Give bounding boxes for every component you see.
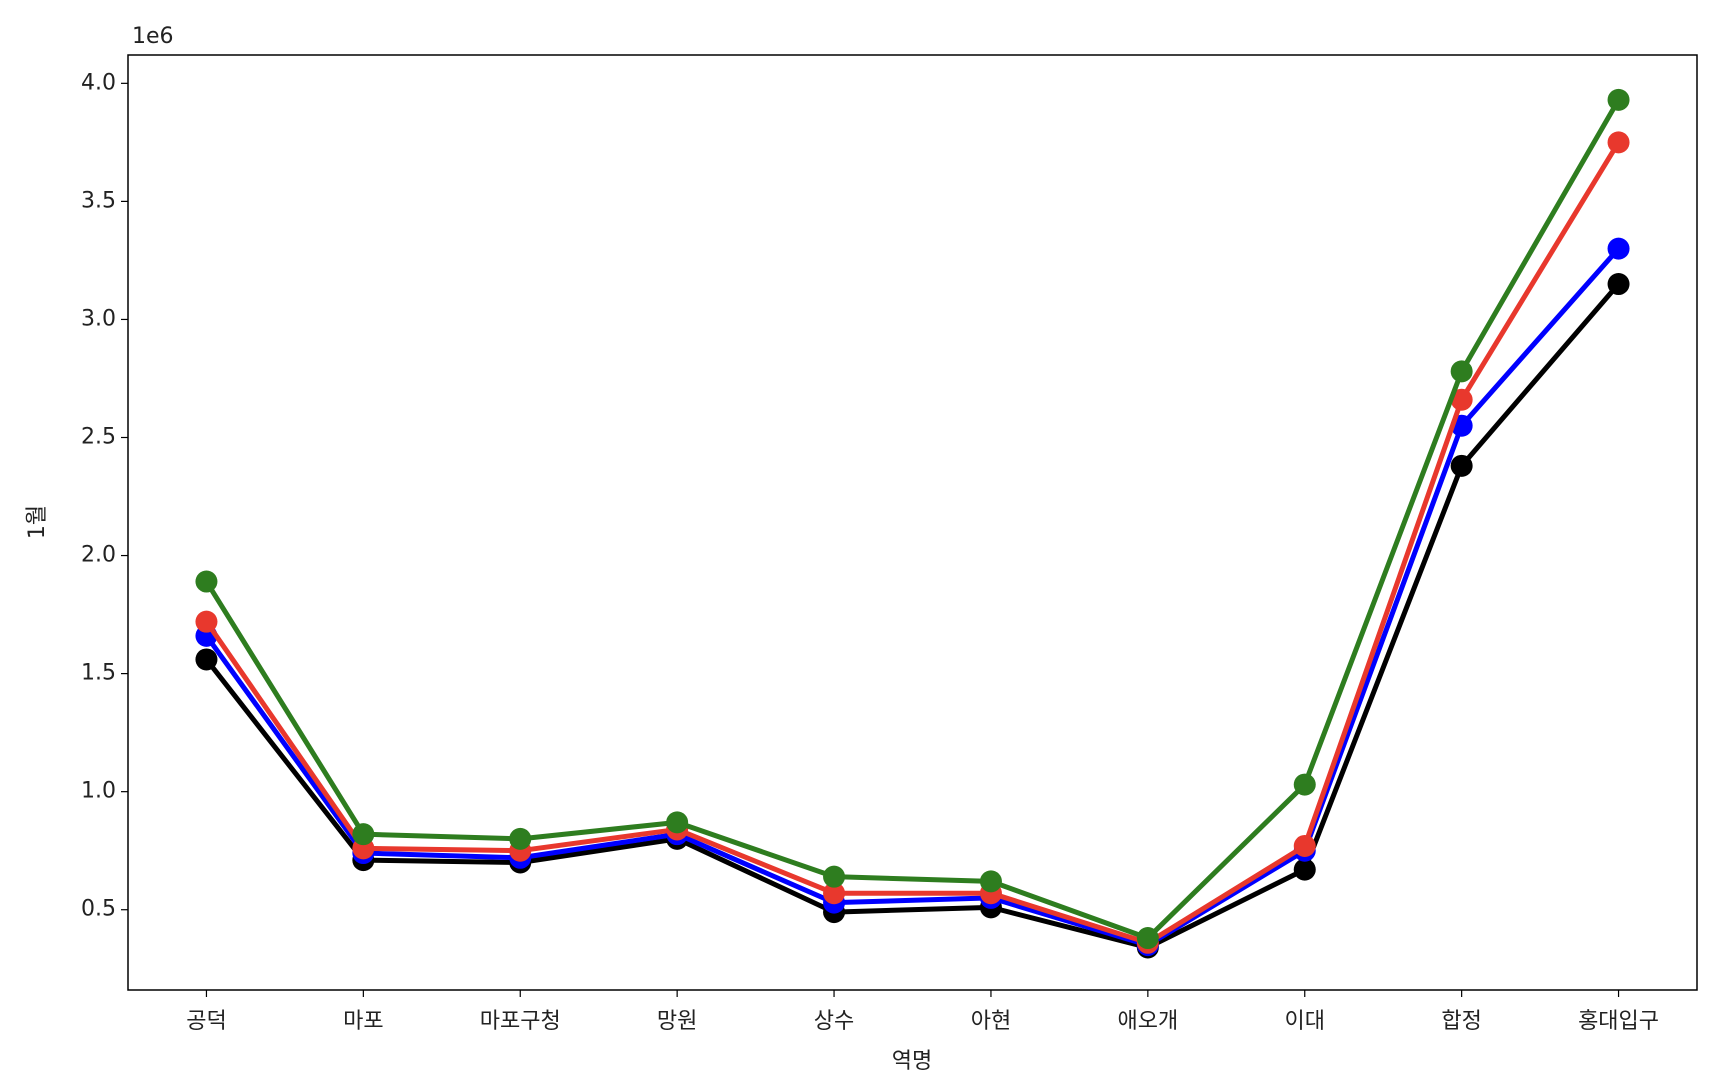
x-tick-label: 홍대입구 <box>1578 1009 1659 1034</box>
point <box>1607 131 1630 154</box>
y-tick-label: 1.0 <box>81 779 116 804</box>
point <box>1450 360 1473 383</box>
point <box>195 648 218 671</box>
plot-frame <box>127 54 1698 991</box>
y-axis-label: 1월 <box>25 505 50 539</box>
series-line <box>204 98 1621 941</box>
point <box>195 570 218 593</box>
x-tick-label: 망원 <box>657 1009 697 1034</box>
series-line <box>204 141 1621 946</box>
y-tick-label: 0.5 <box>81 897 116 922</box>
point <box>666 811 689 834</box>
y-tick-label: 1.5 <box>81 661 116 686</box>
point <box>1450 388 1473 411</box>
series-line <box>204 282 1621 950</box>
point <box>1607 88 1630 111</box>
x-tick-label: 공덕 <box>186 1009 226 1034</box>
x-tick-label: 이대 <box>1285 1009 1325 1034</box>
point <box>1136 927 1159 950</box>
point <box>823 882 846 905</box>
offset-text: 1e6 <box>132 24 174 49</box>
x-axis-label: 역명 <box>892 1049 932 1074</box>
point <box>509 827 532 850</box>
point <box>1450 454 1473 477</box>
point <box>352 823 375 846</box>
x-tick-label: 상수 <box>814 1009 854 1034</box>
x-tick-label: 아현 <box>971 1009 1011 1034</box>
point <box>1607 273 1630 296</box>
point <box>1607 237 1630 260</box>
x-tick-label: 마포구청 <box>480 1009 561 1034</box>
y-tick-label: 4.0 <box>81 70 116 95</box>
point <box>823 865 846 888</box>
y-tick-label: 2.5 <box>81 425 116 450</box>
x-tick-label: 애오개 <box>1117 1009 1178 1034</box>
x-tick-label: 합정 <box>1441 1009 1481 1034</box>
y-tick-label: 3.5 <box>81 188 116 213</box>
point <box>1293 834 1316 857</box>
point <box>979 870 1002 893</box>
point <box>1293 858 1316 881</box>
series-line <box>204 246 1621 948</box>
point <box>195 610 218 633</box>
y-tick-label: 2.0 <box>81 543 116 568</box>
x-tick-label: 마포 <box>343 1009 383 1034</box>
point <box>1293 773 1316 796</box>
y-tick-label: 3.0 <box>81 306 116 331</box>
